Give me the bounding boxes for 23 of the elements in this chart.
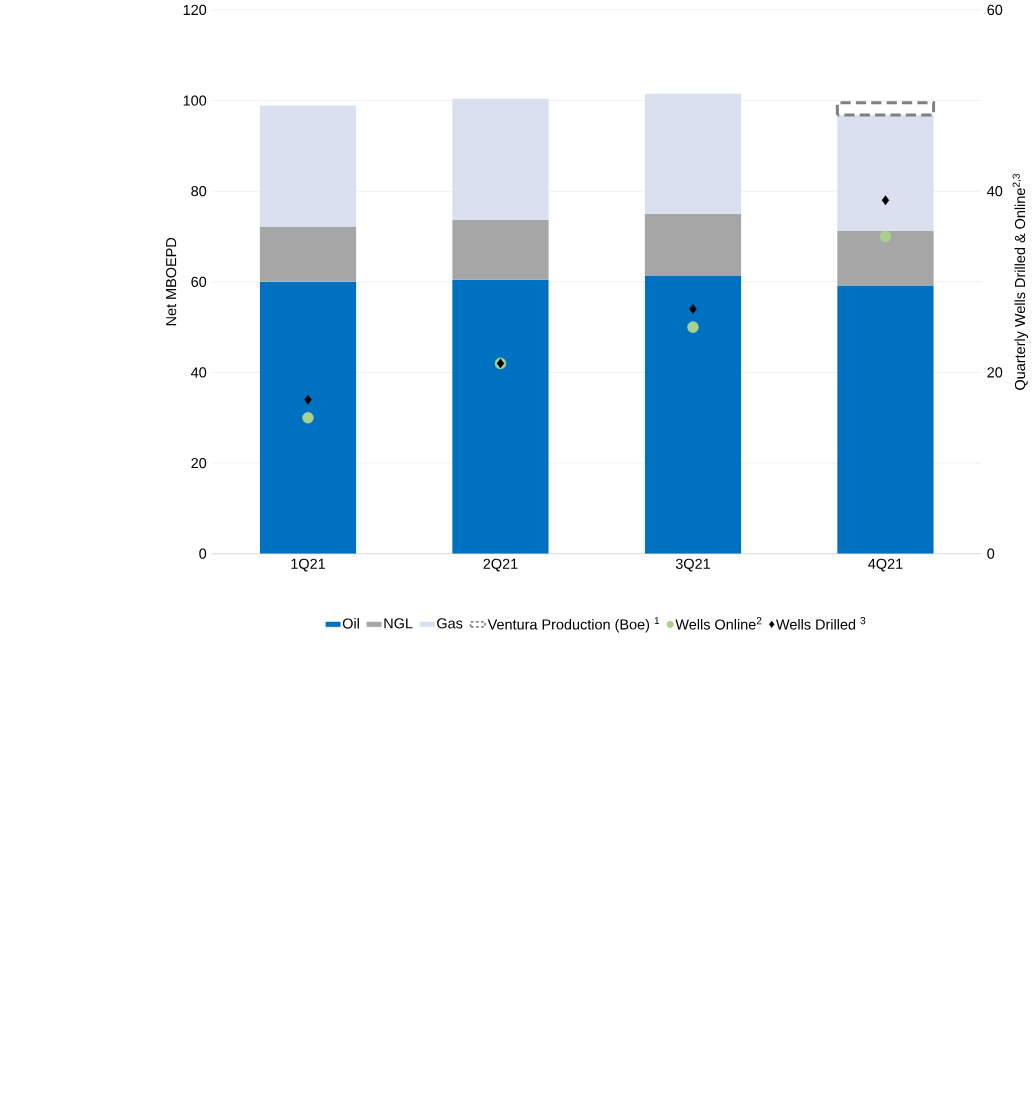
y2-tick-label: 40 — [987, 186, 1003, 197]
legend-label: Wells Online$^{2}$ — [675, 617, 762, 630]
y2-axis-title: Quarterly Wells Drilled & Online$^{2,3}$ — [1012, 173, 1029, 390]
y-tick-label: 40 — [191, 367, 207, 378]
y2-tick-label: 0 — [987, 548, 995, 559]
y-tick-label: 100 — [183, 95, 207, 106]
x-tick-label: 1Q21 — [291, 558, 326, 572]
legend-label: Gas — [437, 618, 463, 629]
legend-label: NGL — [384, 618, 413, 629]
y-axis-title: Net MBOEPD — [166, 237, 177, 326]
y-tick-label: 20 — [191, 457, 207, 469]
y-tick-label: 120 — [183, 4, 207, 16]
legend-label: Ventura Production (Boe) $^{1}$ — [487, 617, 660, 633]
y-tick-label: 60 — [191, 276, 207, 287]
y-tick-label: 80 — [191, 186, 207, 197]
x-tick-label: 3Q21 — [675, 558, 711, 572]
legend-label: Oil — [342, 618, 359, 629]
y2-tick-label: 20 — [987, 367, 1003, 378]
y-tick-label: 0 — [199, 548, 207, 559]
y2-tick-label: 60 — [987, 4, 1003, 16]
legend-label: Wells Drilled $^{3}$ — [776, 617, 866, 630]
x-tick-label: 2Q21 — [483, 558, 518, 572]
x-tick-label: 4Q21 — [868, 558, 903, 572]
